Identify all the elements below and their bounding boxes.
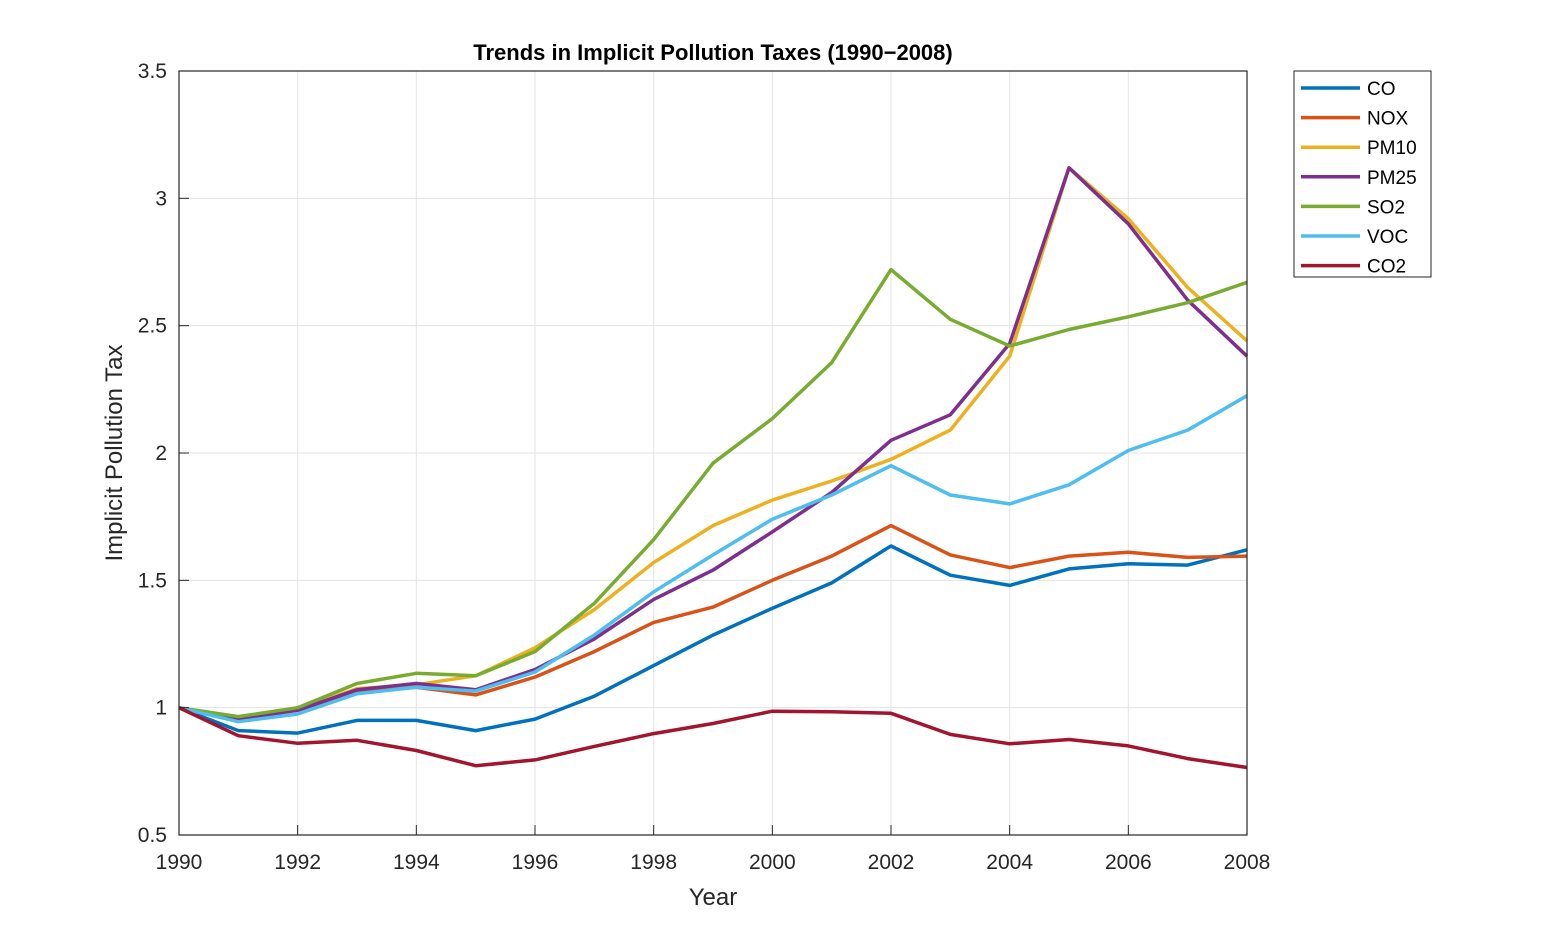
x-tick-label: 1994 (393, 851, 440, 874)
y-tick-label: 2.5 (138, 315, 167, 338)
series-line-pm25 (178, 166, 1249, 721)
y-tick-label: 0.5 (138, 824, 167, 847)
legend-label-co: CO (1367, 79, 1396, 100)
legend-label-co2: CO2 (1367, 257, 1406, 278)
legend-label-pm10: PM10 (1367, 138, 1417, 159)
series-group (178, 166, 1249, 770)
legend-label-nox: NOX (1367, 109, 1409, 130)
x-axis-title: Year (689, 884, 738, 911)
x-tick-label: 1996 (512, 851, 559, 874)
series-line-co (178, 544, 1248, 735)
y-tick-label: 1 (155, 697, 167, 720)
y-axis-title: Implicit Pollution Tax (101, 345, 128, 562)
x-tick-label: 1998 (630, 851, 677, 874)
x-tick-label: 2004 (986, 851, 1033, 874)
legend-label-voc: VOC (1367, 227, 1408, 248)
legend: CO NOX PM10 PM25 SO2 VOC CO2 (1293, 70, 1432, 278)
series-line-voc (178, 394, 1248, 724)
y-tick-label: 3.5 (138, 60, 167, 83)
x-tick-label: 2006 (1105, 851, 1152, 874)
x-tick-label: 2008 (1224, 851, 1271, 874)
y-tick-label: 2 (155, 442, 167, 465)
y-tick-label: 1.5 (138, 569, 167, 592)
legend-label-pm25: PM25 (1367, 168, 1417, 189)
series-line-so2 (178, 267, 1248, 719)
y-tick-label: 3 (155, 187, 167, 210)
x-tick-label: 2000 (749, 851, 796, 874)
x-tick-label: 1990 (156, 851, 203, 874)
chart-title: Trends in Implicit Pollution Taxes (1990… (473, 40, 952, 65)
x-tick-label: 2002 (868, 851, 915, 874)
legend-label-so2: SO2 (1367, 197, 1405, 218)
ticks: 1990 1992 1994 1996 1998 2000 2002 2004 2006 2008… (138, 60, 1271, 874)
x-tick-label: 1992 (274, 851, 321, 874)
series-line-co2 (178, 706, 1248, 770)
legend-box (1293, 70, 1432, 278)
